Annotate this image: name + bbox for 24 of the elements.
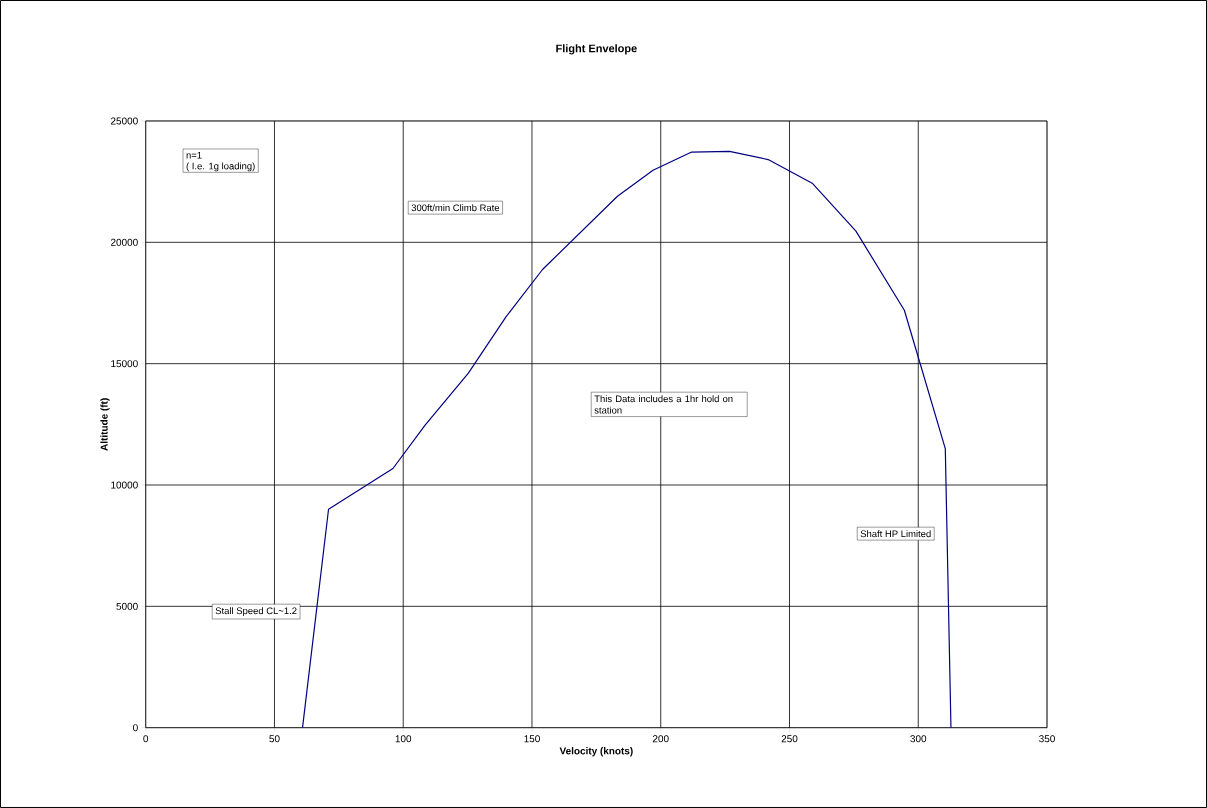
annotation: This Data includes a 1hr hold on station [594, 395, 733, 414]
annotation: Shaft HP Limited [860, 530, 931, 538]
x-tick-label: 250 [781, 735, 798, 743]
annotation: Stall Speed CL~1.2 [215, 607, 297, 617]
y-tick-label: 10000 [111, 481, 138, 489]
y-tick-label: 25000 [110, 117, 138, 125]
chart-title: Flight Envelope [556, 44, 637, 55]
x-tick-label: 150 [524, 735, 540, 743]
x-tick-label: 0 [143, 735, 149, 743]
annotation: ( I.e. 1g loading) [186, 162, 255, 172]
annotation: 300ft/min Climb Rate [411, 204, 500, 212]
y-tick-label: 0 [133, 724, 138, 732]
x-tick-label: 350 [1039, 735, 1055, 743]
y-tick-label: 20000 [110, 238, 138, 246]
x-axis-title: Velocity (knots) [559, 747, 633, 757]
y-tick-label: 15000 [111, 360, 138, 368]
x-tick-label: 300 [910, 735, 927, 743]
x-tick-label: 200 [652, 735, 669, 743]
annotation: n=1 [186, 151, 202, 159]
x-tick-label: 100 [395, 735, 412, 743]
y-axis-title: Altitude (ft) [100, 398, 110, 451]
x-tick-label: 50 [269, 735, 280, 743]
y-tick-label: 5000 [116, 602, 138, 610]
line-series [301, 150, 952, 728]
